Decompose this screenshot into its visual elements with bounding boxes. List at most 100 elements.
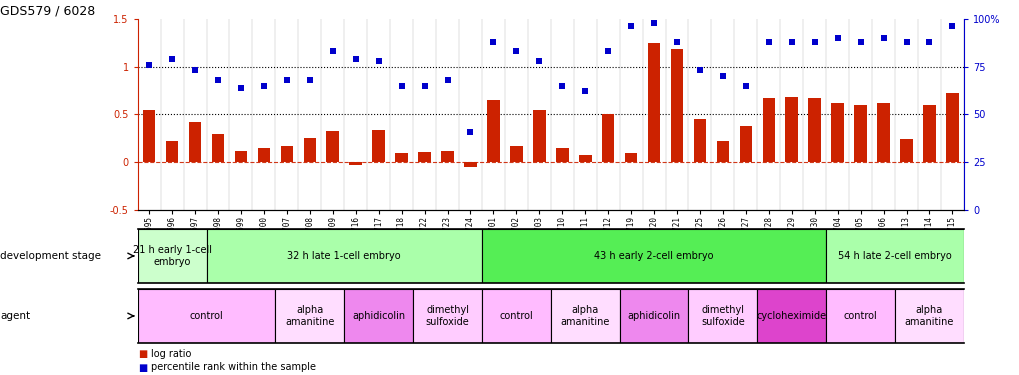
Bar — [367, 19, 389, 210]
Bar — [688, 289, 756, 343]
Text: dimethyl
sulfoxide: dimethyl sulfoxide — [425, 305, 469, 327]
Bar — [258, 148, 270, 162]
Point — [210, 77, 226, 83]
Point — [691, 68, 707, 74]
Bar — [946, 93, 958, 162]
Bar — [620, 289, 688, 343]
Bar — [326, 130, 338, 162]
Point — [416, 83, 432, 89]
Point — [507, 48, 524, 54]
Bar — [895, 289, 963, 343]
Point — [668, 39, 685, 45]
Text: control: control — [843, 311, 876, 321]
Bar — [189, 122, 201, 162]
Bar — [785, 97, 797, 162]
Bar — [688, 19, 711, 210]
Bar — [275, 289, 343, 343]
Bar — [459, 19, 481, 210]
Bar — [756, 19, 780, 210]
Bar — [664, 19, 688, 210]
Point — [553, 83, 570, 89]
Bar — [671, 50, 683, 162]
Bar — [533, 110, 545, 162]
Point — [577, 88, 593, 94]
Point — [393, 83, 410, 89]
Text: control: control — [190, 311, 223, 321]
Point — [462, 129, 478, 135]
Bar — [825, 229, 963, 283]
Text: development stage: development stage — [0, 251, 101, 261]
Text: alpha
amanitine: alpha amanitine — [285, 305, 334, 327]
Bar — [441, 151, 453, 162]
Bar — [579, 154, 591, 162]
Point — [852, 39, 868, 45]
Point — [623, 23, 639, 29]
Bar — [642, 19, 664, 210]
Text: 43 h early 2-cell embryo: 43 h early 2-cell embryo — [594, 251, 713, 261]
Bar — [625, 153, 637, 162]
Bar — [212, 134, 224, 162]
Bar — [481, 289, 550, 343]
Bar — [871, 19, 895, 210]
Bar — [161, 19, 183, 210]
Bar — [413, 19, 436, 210]
Point — [186, 68, 203, 74]
Bar — [481, 229, 825, 283]
Bar — [298, 19, 321, 210]
Bar — [343, 19, 367, 210]
Bar — [854, 105, 866, 162]
Bar — [895, 19, 917, 210]
Bar — [780, 19, 803, 210]
Bar — [229, 19, 253, 210]
Bar — [138, 289, 275, 343]
Bar — [734, 19, 756, 210]
Point — [370, 58, 386, 64]
Point — [232, 85, 249, 91]
Text: GDS579 / 6028: GDS579 / 6028 — [0, 4, 95, 18]
Bar — [647, 43, 659, 162]
Point — [278, 77, 294, 83]
Bar — [206, 229, 481, 283]
Text: log ratio: log ratio — [151, 350, 192, 359]
Bar — [280, 146, 292, 162]
Point — [531, 58, 547, 64]
Bar — [321, 19, 344, 210]
Bar — [413, 289, 481, 343]
Bar — [825, 289, 895, 343]
Text: 21 h early 1-cell
embryо: 21 h early 1-cell embryо — [132, 245, 211, 267]
Bar — [756, 289, 825, 343]
Bar — [350, 162, 362, 165]
Bar — [464, 162, 476, 167]
Bar — [435, 19, 459, 210]
Bar — [711, 19, 734, 210]
Text: alpha
amanitine: alpha amanitine — [560, 305, 609, 327]
Text: agent: agent — [0, 311, 31, 321]
Text: alpha
amanitine: alpha amanitine — [904, 305, 953, 327]
Point — [783, 39, 799, 45]
Bar — [528, 19, 550, 210]
Bar — [138, 229, 206, 283]
Bar — [596, 19, 620, 210]
Bar — [138, 19, 161, 210]
Bar — [808, 98, 820, 162]
Bar — [555, 148, 568, 162]
Point — [302, 77, 318, 83]
Bar — [620, 19, 642, 210]
Bar — [166, 141, 178, 162]
Bar — [550, 289, 620, 343]
Bar — [830, 103, 843, 162]
Bar — [693, 119, 705, 162]
Text: percentile rank within the sample: percentile rank within the sample — [151, 363, 316, 372]
Text: ■: ■ — [138, 363, 147, 372]
Bar — [876, 103, 889, 162]
Bar — [803, 19, 825, 210]
Text: aphidicolin: aphidicolin — [627, 311, 680, 321]
Bar — [389, 19, 413, 210]
Point — [806, 39, 822, 45]
Bar — [739, 126, 751, 162]
Bar — [601, 114, 613, 162]
Point — [760, 39, 776, 45]
Bar — [418, 152, 430, 162]
Text: 32 h late 1-cell embryo: 32 h late 1-cell embryo — [287, 251, 400, 261]
Point — [485, 39, 501, 45]
